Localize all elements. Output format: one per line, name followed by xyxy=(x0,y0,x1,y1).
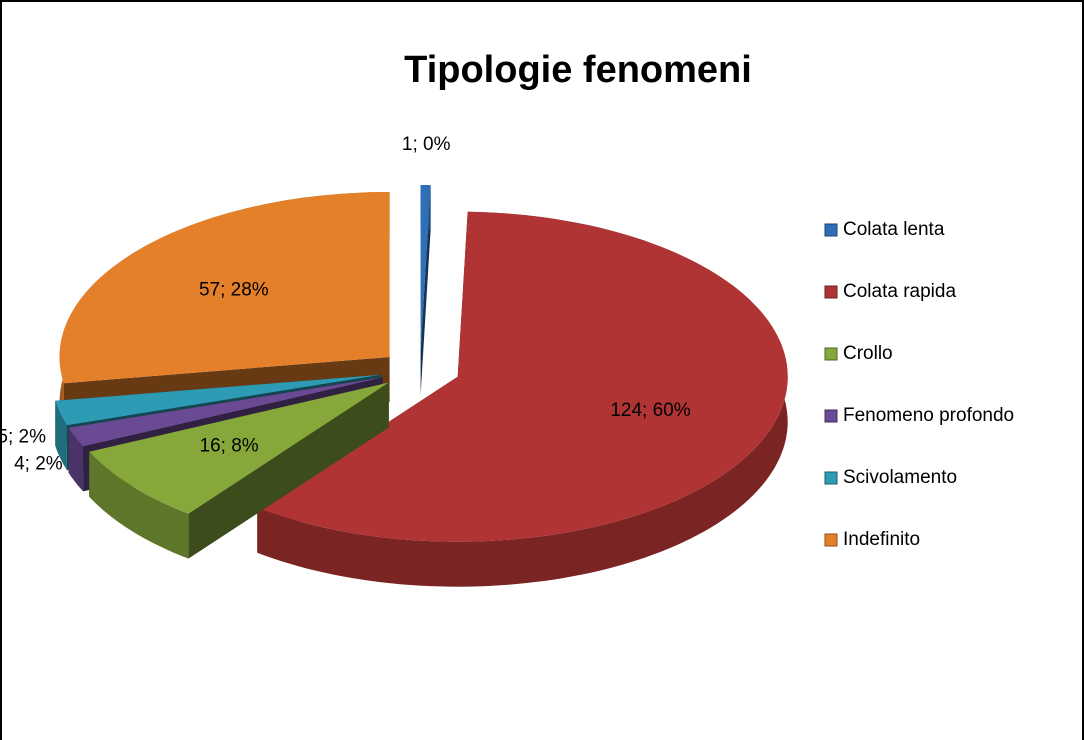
data-label: 57; 28% xyxy=(199,280,269,301)
chart-title: Tipologie fenomeni xyxy=(404,49,752,91)
slice xyxy=(59,192,390,384)
legend-swatch xyxy=(824,409,838,423)
legend-label: Scivolamento xyxy=(843,467,957,488)
slice-side xyxy=(55,400,67,471)
slice xyxy=(68,377,383,447)
slice-side xyxy=(420,185,431,395)
legend-swatch xyxy=(824,471,838,485)
slice xyxy=(55,374,382,426)
slice-side xyxy=(257,211,788,587)
legend-label: Colata lenta xyxy=(843,219,945,240)
legend-swatch xyxy=(824,223,838,237)
slice xyxy=(89,382,389,514)
legend-label: Fenomeno profondo xyxy=(843,405,1014,426)
slice xyxy=(420,185,431,350)
legend-label: Colata rapida xyxy=(843,281,956,302)
slice-side xyxy=(68,427,84,492)
data-label: 16; 8% xyxy=(200,435,259,456)
slice-side xyxy=(89,451,189,559)
data-label: 5; 2% xyxy=(0,427,46,448)
legend-swatch xyxy=(824,285,838,299)
legend-label: Indefinito xyxy=(843,529,920,550)
legend-swatch xyxy=(824,533,838,547)
data-label: 4; 2% xyxy=(14,453,63,474)
legend-label: Crollo xyxy=(843,343,893,364)
data-label: 124; 60% xyxy=(610,400,690,421)
slice xyxy=(257,211,788,542)
data-label: 1; 0% xyxy=(402,134,451,155)
legend-swatch xyxy=(824,347,838,361)
